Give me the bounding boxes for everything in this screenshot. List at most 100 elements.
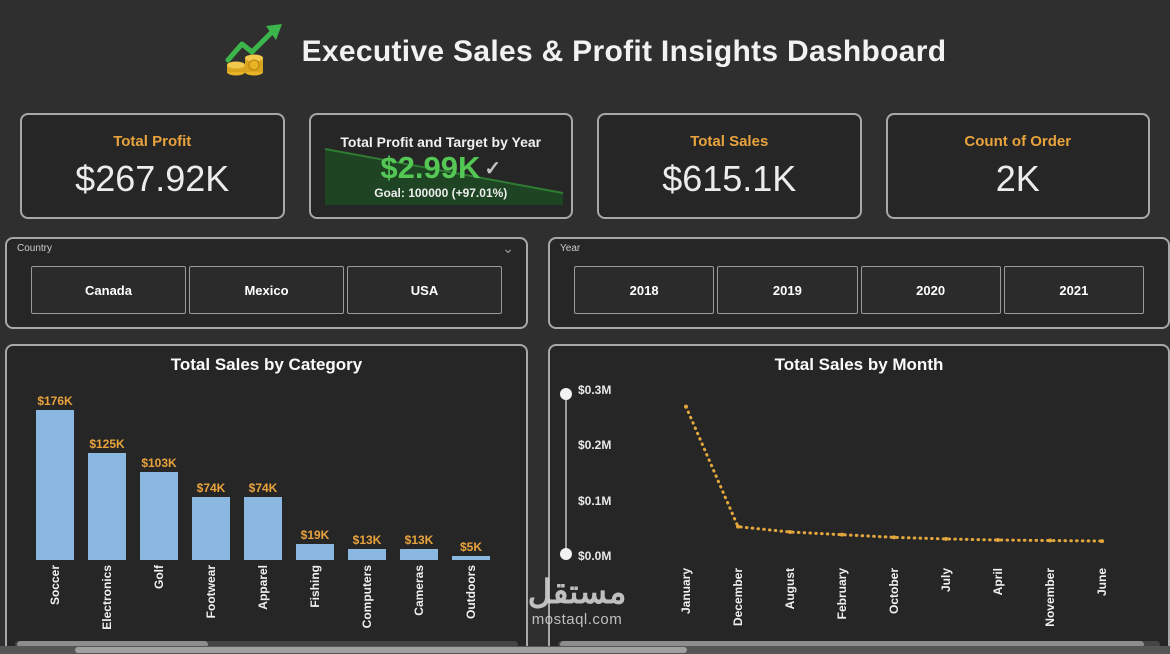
kpi-value: $267.92K <box>75 157 230 199</box>
scrollbar-thumb[interactable] <box>560 641 1144 648</box>
year-option-2020[interactable]: 2020 <box>860 266 1001 314</box>
slicer-label: Year <box>560 243 581 254</box>
kpi-value: $2.99K ✓ <box>380 149 502 185</box>
kpi-count-of-order: Count of Order 2K <box>885 113 1150 219</box>
bar-column-cameras: $13K <box>393 392 445 560</box>
slider-track <box>565 394 567 554</box>
x-axis-label: July <box>939 568 953 593</box>
green-area-shape <box>324 148 563 205</box>
scrollbar-thumb[interactable] <box>75 647 687 653</box>
kpi-goal-text: Goal: 100000 (+97.01%) <box>374 186 508 201</box>
bar-footwear[interactable] <box>192 497 230 560</box>
kpi-label: Total Profit and Target by Year <box>340 133 542 150</box>
bar-category-label: Electronics <box>100 565 114 630</box>
bar-column-apparel: $74K <box>237 392 289 560</box>
bar-category-label: Cameras <box>412 565 426 616</box>
x-axis-label: October <box>887 568 901 615</box>
charts-row: Total Sales by Category $176K $125K $103K $… <box>5 344 1170 654</box>
slider-handle-bottom[interactable] <box>560 548 572 560</box>
line-chart-y-axis: $0.0M $0.1M $0.2M $0.3M <box>578 382 626 582</box>
bar-column-soccer: $176K <box>29 392 81 560</box>
year-option-2021[interactable]: 2021 <box>1003 266 1144 314</box>
slicer-label: Country <box>17 243 53 254</box>
country-slicer: Country ⌄ Canada Mexico USA <box>5 237 528 329</box>
bar-cameras[interactable] <box>400 549 438 560</box>
year-options: 2018 2019 2020 2021 <box>574 266 1144 314</box>
country-option-mexico[interactable]: Mexico <box>189 266 344 314</box>
bar-computers[interactable] <box>348 549 386 560</box>
bar-column-computers: $13K <box>341 392 393 560</box>
y-axis-range-slider <box>558 388 574 560</box>
kpi-profit-target: Total Profit and Target by Year $2.99K ✓ … <box>308 113 573 219</box>
bar-value-label: $74K <box>196 481 226 495</box>
country-option-usa[interactable]: USA <box>347 266 502 314</box>
line-chart-title: Total Sales by Month <box>774 355 944 374</box>
bar-column-footwear: $74K <box>185 392 237 560</box>
bar-golf[interactable] <box>140 472 178 560</box>
bar-category-label: Footwear <box>204 565 218 619</box>
line-chart-plot <box>684 404 1104 544</box>
scrollbar-thumb[interactable] <box>17 641 209 648</box>
bar-value-label: $19K <box>300 528 330 542</box>
bar-category-label: Fishing <box>308 565 322 608</box>
bar-category-label: Outdoors <box>464 565 478 619</box>
bar-category-label: Golf <box>152 565 166 589</box>
bar-value-label: $176K <box>37 394 73 408</box>
bar-column-outdoors: $5K <box>445 392 497 560</box>
bar-value-label: $103K <box>141 456 177 470</box>
kpi-row: Total Profit $267.92K Total Profit and T… <box>20 113 1150 219</box>
y-axis-label: $0.1M <box>578 493 612 508</box>
country-option-canada[interactable]: Canada <box>31 266 186 314</box>
x-axis-label: December <box>731 568 745 627</box>
x-axis-label: August <box>783 568 797 610</box>
bar-chart-panel: Total Sales by Category $176K $125K $103K $… <box>5 344 528 654</box>
y-axis-label: $0.0M <box>578 549 612 563</box>
page-title: Executive Sales & Profit Insights Dashbo… <box>301 35 947 68</box>
bar-soccer[interactable] <box>36 410 74 560</box>
sales-line[interactable] <box>684 405 1104 543</box>
bar-value-label: $74K <box>248 481 278 495</box>
country-options: Canada Mexico USA <box>31 266 502 314</box>
slider-handle-top[interactable] <box>560 388 572 400</box>
bar-category-label: Apparel <box>256 565 270 610</box>
bar-column-golf: $103K <box>133 392 185 560</box>
kpi-total-profit: Total Profit $267.92K <box>20 113 285 219</box>
y-axis-label: $0.2M <box>578 438 612 453</box>
line-chart-panel: Total Sales by Month $0.0M $0.1M $0.2M $0.3… <box>548 344 1170 654</box>
year-option-2018[interactable]: 2018 <box>574 266 715 314</box>
bar-chart-plot: $176K $125K $103K $74K $74K $19K $13K $13K $5K <box>29 392 516 560</box>
bar-apparel[interactable] <box>244 497 282 560</box>
sales-line-points <box>684 404 1104 544</box>
line-chart-scrollbar <box>558 641 1160 648</box>
bar-chart-title: Total Sales by Category <box>170 355 363 374</box>
bar-outdoors[interactable] <box>452 556 490 560</box>
chevron-down-icon[interactable]: ⌄ <box>502 240 514 256</box>
kpi-value: $615.1K <box>662 157 797 199</box>
bar-chart-x-axis: Soccer Electronics Golf Footwear Apparel Fish… <box>29 565 516 643</box>
bar-chart-scrollbar <box>15 641 518 648</box>
x-axis-label: April <box>991 568 1005 596</box>
kpi-value: 2K <box>995 157 1040 199</box>
kpi-total-sales: Total Sales $615.1K <box>597 113 862 219</box>
bar-electronics[interactable] <box>88 453 126 560</box>
slicer-row: Country ⌄ Canada Mexico USA Year 2018 2019 2… <box>5 237 1170 329</box>
page-horizontal-scrollbar <box>0 646 1170 654</box>
bar-value-label: $13K <box>404 533 434 547</box>
bar-category-label: Computers <box>360 565 374 629</box>
kpi-label: Total Profit <box>113 132 192 150</box>
kpi-label: Total Sales <box>690 132 769 150</box>
header: Executive Sales & Profit Insights Dashbo… <box>0 6 1170 98</box>
year-slicer: Year 2018 2019 2020 2021 <box>548 237 1170 329</box>
growth-chart-coins-icon <box>224 22 286 83</box>
bar-column-electronics: $125K <box>81 392 133 560</box>
bar-fishing[interactable] <box>296 544 334 560</box>
bar-category-label: Soccer <box>48 565 62 606</box>
bar-value-label: $125K <box>89 437 125 451</box>
x-axis-label: November <box>1043 568 1057 627</box>
year-option-2019[interactable]: 2019 <box>717 266 858 314</box>
y-axis-label: $0.3M <box>578 383 612 398</box>
x-axis-label: January <box>679 568 693 615</box>
bar-value-label: $13K <box>352 533 382 547</box>
check-icon: ✓ <box>484 157 502 180</box>
kpi-label: Count of Order <box>964 132 1072 150</box>
